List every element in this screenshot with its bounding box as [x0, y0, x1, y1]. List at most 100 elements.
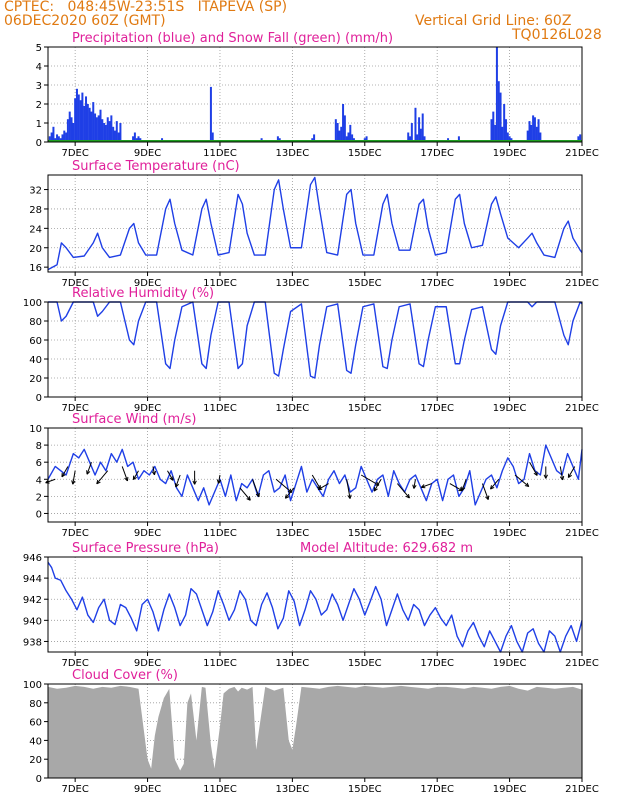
precip-bar: [115, 121, 118, 142]
precip-bar: [457, 136, 460, 142]
panel-title: Cloud Cover (%): [72, 668, 178, 683]
x-tick-label: 21DEC: [565, 784, 599, 795]
x-tick-label: 21DEC: [565, 658, 599, 669]
precip-bar: [419, 128, 422, 142]
wind-arrow: [239, 487, 251, 501]
x-tick-label: 17DEC: [420, 148, 454, 159]
wind-arrow-head: [376, 481, 380, 486]
wind-arrow-head: [169, 477, 174, 481]
x-tick-label: 19DEC: [493, 148, 527, 159]
precip-bar: [117, 132, 120, 142]
precip-bar: [79, 100, 82, 142]
wind-arrow-head: [284, 494, 287, 499]
wind-arrow-head: [373, 488, 378, 492]
precip-bar: [351, 134, 354, 142]
precip-bar: [577, 136, 580, 142]
precip-bar: [528, 121, 531, 142]
wind-arrow-head: [61, 474, 66, 478]
precip-bar: [338, 130, 341, 142]
precip-bar: [506, 132, 509, 142]
plot-frame: [47, 301, 583, 398]
wind-arrow: [567, 466, 576, 478]
panel-title: Precipitation (blue) and Snow Fall (gree…: [72, 31, 393, 46]
x-tick-label: 19DEC: [493, 784, 527, 795]
precip-bar: [63, 130, 66, 142]
precip-bar: [52, 126, 55, 142]
precip-bar: [313, 134, 316, 142]
y-tick-label: 100: [23, 680, 42, 691]
wind-arrow-head: [86, 471, 91, 475]
panel-title: Surface Temperature (nC): [72, 159, 240, 174]
x-tick-label: 15DEC: [348, 403, 382, 414]
wind-arrow-head: [559, 476, 564, 481]
wind-arrow-head: [151, 471, 155, 476]
plot-frame: [47, 46, 583, 143]
x-tick-label: 7DEC: [61, 528, 88, 539]
wind-arrow-head: [412, 484, 415, 489]
y-tick-label: 942: [23, 595, 42, 606]
precip-bar: [497, 81, 500, 142]
y-tick-label: 0: [36, 138, 42, 149]
x-tick-label: 17DEC: [420, 278, 454, 289]
y-tick-label: 60: [29, 718, 42, 729]
wind-arrow-head: [287, 490, 292, 493]
y-tick-label: 5: [36, 43, 42, 54]
wind-arrow-head: [545, 474, 548, 479]
precip-bar: [530, 124, 533, 142]
x-tick-label: 19DEC: [493, 403, 527, 414]
wind-arrow-head: [490, 485, 492, 490]
x-tick-label: 15DEC: [348, 784, 382, 795]
wind-line: [47, 444, 583, 506]
y-tick-label: 20: [29, 755, 42, 766]
y-tick-label: 944: [23, 574, 42, 585]
x-tick-label: 17DEC: [420, 403, 454, 414]
wind-arrow-head: [413, 484, 417, 489]
precip-bar: [535, 126, 538, 142]
y-tick-label: 40: [29, 355, 42, 366]
model-code: TQ0126L028: [512, 27, 602, 43]
wind-arrow: [252, 479, 260, 498]
wind-arrow-head: [248, 496, 251, 501]
wind-arrow-head: [405, 495, 410, 499]
precip-bar: [132, 136, 135, 142]
y-tick-label: 28: [29, 205, 42, 216]
precip-bar: [526, 130, 529, 142]
precip-bar: [579, 134, 582, 142]
wind-arrow-head: [218, 479, 222, 484]
wind-arrow: [461, 479, 467, 491]
wind-arrow: [559, 466, 564, 481]
wind-arrow-head: [246, 498, 251, 501]
panel-title: Relative Humidity (%): [72, 286, 214, 301]
precip-bar: [66, 119, 69, 142]
panel-cloud-cover: 0 20 40 60 80 100 7DEC 9DEC 11DEC 13DEC 15DEC 17DEC…: [23, 668, 599, 795]
precip-bar: [347, 132, 350, 142]
y-tick-label: 80: [29, 699, 42, 710]
wind-arrow-head: [124, 477, 128, 482]
precip-bar: [211, 132, 214, 142]
wind-arrow: [275, 478, 293, 493]
y-tick-label: 80: [29, 317, 42, 328]
wind-arrow: [360, 474, 380, 486]
wind-arrow-head: [192, 480, 196, 485]
precip-bar: [508, 136, 511, 142]
precip-bar: [103, 123, 106, 142]
y-tick-label: 8: [36, 441, 42, 452]
precip-bar: [276, 136, 279, 142]
wind-arrow: [61, 466, 69, 478]
wind-arrow-head: [562, 475, 565, 481]
wind-arrow-head: [407, 493, 410, 499]
precip-bar: [539, 132, 542, 142]
x-tick-label: 9DEC: [134, 784, 161, 795]
precip-bar: [537, 119, 540, 142]
wind-arrow: [317, 483, 329, 490]
y-tick-label: 1: [36, 119, 42, 130]
wind-arrow-head: [524, 485, 529, 488]
precip-bar: [343, 115, 346, 142]
x-tick-label: 17DEC: [420, 528, 454, 539]
station-header: CPTEC: 048:45W-23:51S ITAPEVA (SP): [4, 0, 288, 15]
precip-bar: [532, 115, 535, 142]
x-tick-label: 13DEC: [276, 528, 310, 539]
x-tick-label: 11DEC: [203, 403, 237, 414]
y-tick-label: 940: [23, 616, 42, 627]
